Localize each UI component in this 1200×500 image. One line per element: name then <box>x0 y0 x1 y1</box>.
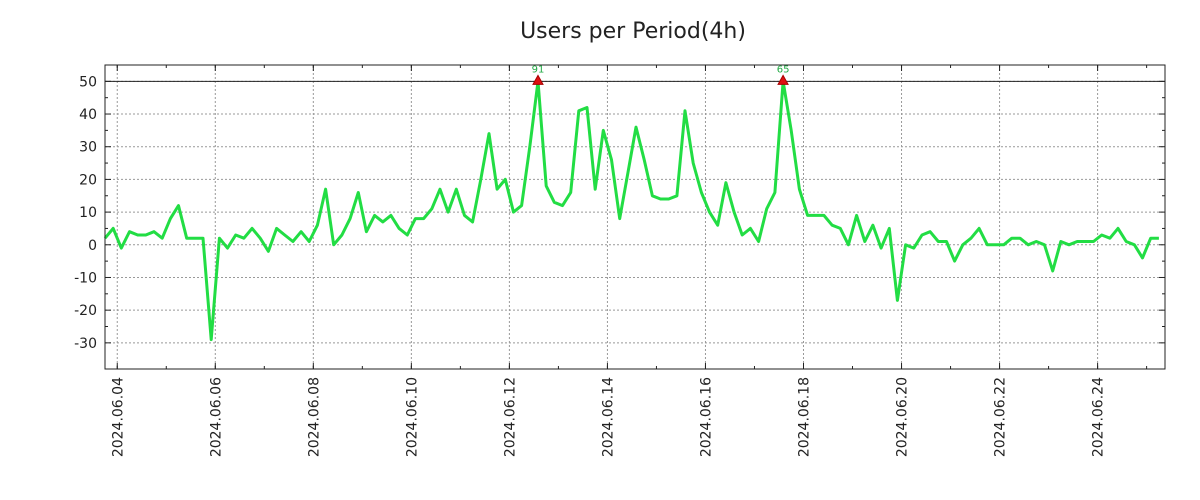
x-tick-label: 2024.06.06 <box>208 377 224 457</box>
y-tick-label: 40 <box>79 107 97 123</box>
grid <box>105 65 1165 369</box>
plot-frame <box>104 64 1166 370</box>
x-tick-label: 2024.06.08 <box>306 377 322 457</box>
x-tick-label: 2024.06.04 <box>110 377 126 457</box>
y-tick-label: 50 <box>79 74 97 90</box>
series-layer <box>103 79 1159 342</box>
x-tick-label: 2024.06.20 <box>895 377 911 457</box>
y-tick-label: -30 <box>74 336 97 352</box>
y-tick-label: -20 <box>74 303 97 319</box>
x-tick-label: 2024.06.18 <box>796 377 812 457</box>
peak-marker-layer: 91 65 <box>532 64 790 85</box>
y-tick-label: 10 <box>79 205 97 221</box>
y-tick-label: 30 <box>79 140 97 156</box>
x-tick-label: 2024.06.12 <box>502 377 518 457</box>
x-tick-label: 2024.06.10 <box>404 377 420 457</box>
series-line-users <box>103 79 1159 342</box>
x-axis: 2024.06.04 2024.06.06 2024.06.08 2024.06.10… <box>110 65 1148 457</box>
chart-title: Users per Period(4h) <box>520 19 746 44</box>
peak-marker <box>777 74 789 85</box>
peak-marker <box>532 74 544 85</box>
y-tick-label: -10 <box>74 270 97 286</box>
x-tick-label: 2024.06.22 <box>993 377 1009 457</box>
peak-label: 91 <box>532 64 545 75</box>
y-tick-label: 20 <box>79 172 97 188</box>
peak-label: 65 <box>777 64 790 75</box>
x-tick-label: 2024.06.14 <box>600 377 616 457</box>
y-tick-label: 0 <box>88 238 97 254</box>
x-tick-label: 2024.06.16 <box>698 377 714 457</box>
y-axis: 50 40 30 20 10 0 -10 -20 -30 <box>74 74 1165 352</box>
x-tick-label: 2024.06.24 <box>1091 377 1107 457</box>
